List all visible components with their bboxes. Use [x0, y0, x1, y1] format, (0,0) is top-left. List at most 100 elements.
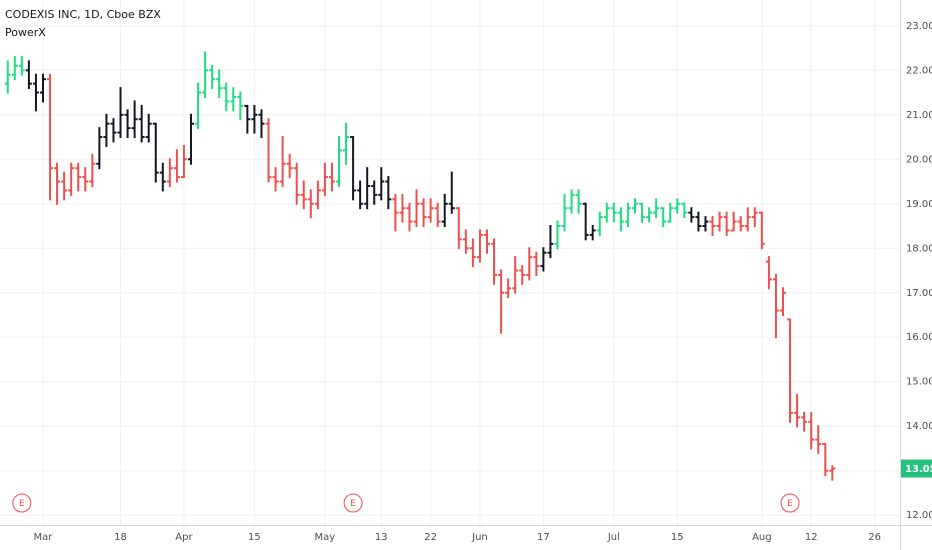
ohlc-bar: [350, 136, 357, 201]
ohlc-bar: [314, 180, 321, 210]
earnings-marker: [12, 493, 32, 513]
ohlc-bar: [829, 465, 836, 481]
ohlc-bar: [737, 216, 744, 232]
ohlc-bar: [730, 211, 737, 232]
ohlc-bar: [582, 202, 589, 241]
ohlc-bar: [159, 162, 166, 192]
bars: [4, 51, 836, 481]
ohlc-bar: [96, 127, 103, 170]
indicator-name: PowerX: [5, 26, 46, 39]
ohlc-bar: [166, 158, 173, 187]
ohlc-bar: [364, 167, 371, 210]
ohlc-bar: [237, 91, 244, 121]
ohlc-bar: [787, 318, 794, 423]
ohlc-bar: [145, 113, 152, 143]
ohlc-bar: [47, 73, 54, 201]
ohlc-bar: [681, 202, 688, 219]
ohlc-bar: [603, 202, 610, 223]
ohlc-bar: [406, 202, 413, 232]
x-tick-label: 15: [671, 532, 684, 543]
ohlc-bar: [223, 82, 230, 112]
ohlc-bar: [596, 211, 603, 236]
ohlc-bar: [378, 167, 385, 201]
earnings-label: E: [787, 499, 793, 509]
y-tick-label: 19.00: [906, 199, 932, 210]
ohlc-bar: [610, 202, 617, 223]
x-tick-label: 12: [805, 532, 818, 543]
ohlc-bar: [124, 109, 131, 139]
ohlc-bar: [82, 167, 89, 192]
ohlc-bar: [61, 171, 68, 201]
y-tick-label: 14.00: [906, 421, 932, 432]
ohlc-bar: [399, 193, 406, 223]
ohlc-bar: [328, 162, 335, 192]
ohlc-bar: [723, 211, 730, 236]
ohlc-bar: [25, 60, 32, 90]
ohlc-bar: [794, 394, 801, 428]
ohlc-bar: [505, 278, 512, 299]
ohlc-bar: [4, 60, 11, 94]
ohlc-bar: [272, 167, 279, 192]
ohlc-bar: [265, 118, 272, 183]
x-tick-label: 18: [114, 532, 127, 543]
ohlc-bar: [385, 176, 392, 210]
ohlc-bar: [519, 265, 526, 285]
ohlc-bar: [307, 189, 314, 219]
ohlc-bar: [195, 82, 202, 130]
ohlc-bar: [202, 51, 209, 98]
ohlc-bar: [286, 153, 293, 179]
y-tick-label: 18.00: [906, 243, 932, 254]
ohlc-bar: [371, 180, 378, 205]
earnings-label: E: [19, 499, 25, 509]
y-tick-label: 20.00: [906, 154, 932, 165]
ohlc-bar: [434, 202, 441, 228]
y-tick-label: 17.00: [906, 288, 932, 299]
ohlc-bar: [321, 162, 328, 196]
y-tick-label: 12.00: [906, 510, 932, 521]
y-tick-label: 16.00: [906, 332, 932, 343]
ohlc-bar: [103, 113, 110, 147]
y-tick-label: 15.00: [906, 377, 932, 388]
ohlc-bar: [54, 162, 61, 205]
ohlc-bar: [780, 287, 787, 316]
earnings-label: E: [350, 499, 356, 509]
chart-title: CODEXIS INC, 1D, Cboe BZX: [5, 8, 161, 21]
x-tick-label: 13: [375, 532, 388, 543]
ohlc-bar: [18, 55, 25, 76]
ohlc-bar: [462, 229, 469, 254]
ohlc-bar: [427, 198, 434, 223]
ohlc-bar: [765, 256, 772, 290]
ohlc-bar: [716, 211, 723, 232]
ohlc-bar: [653, 198, 660, 219]
ohlc-bar: [702, 216, 709, 232]
ohlc-bar: [561, 193, 568, 232]
ohlc-bar: [413, 189, 420, 228]
y-tick-label: 23.00: [906, 21, 932, 32]
ohlc-bar: [180, 144, 187, 179]
ohlc-bar: [512, 256, 519, 294]
ohlc-bar: [39, 73, 46, 103]
ohlc-bar: [674, 198, 681, 214]
ohlc-bar: [709, 216, 716, 236]
x-tick-label: Mar: [34, 532, 54, 543]
ohlc-bar: [441, 193, 448, 228]
ohlc-bar: [554, 220, 561, 250]
ohlc-bar: [117, 87, 124, 139]
ohlc-bar: [335, 136, 342, 187]
ohlc-bar: [455, 207, 462, 250]
ohlc-bar: [89, 153, 96, 187]
ohlc-bar: [639, 202, 646, 223]
y-tick-label: 22.00: [906, 65, 932, 76]
ohlc-bar: [258, 109, 265, 139]
ohlc-bar: [293, 162, 300, 205]
ohlc-bar: [110, 118, 117, 143]
ohlc-bar: [575, 189, 582, 214]
ohlc-bar: [526, 247, 533, 281]
ohlc-bar: [152, 122, 159, 183]
ohlc-bar: [667, 202, 674, 223]
x-tick-label: Jun: [471, 532, 488, 543]
ohlc-bar: [751, 207, 758, 228]
grid: [0, 0, 900, 525]
ohlc-bar: [568, 189, 575, 214]
